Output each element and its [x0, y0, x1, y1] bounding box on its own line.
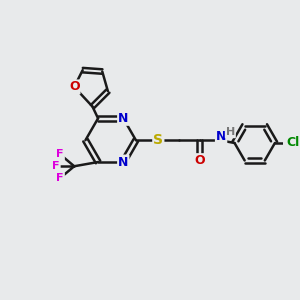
Text: N: N	[216, 130, 226, 143]
Text: O: O	[69, 80, 80, 93]
Text: N: N	[118, 155, 128, 169]
Text: F: F	[56, 173, 64, 183]
Text: Cl: Cl	[286, 136, 300, 149]
Text: N: N	[118, 112, 128, 125]
Text: O: O	[194, 154, 205, 167]
Text: F: F	[52, 161, 60, 171]
Text: H: H	[226, 127, 235, 137]
Text: S: S	[153, 133, 163, 147]
Text: F: F	[56, 149, 64, 160]
